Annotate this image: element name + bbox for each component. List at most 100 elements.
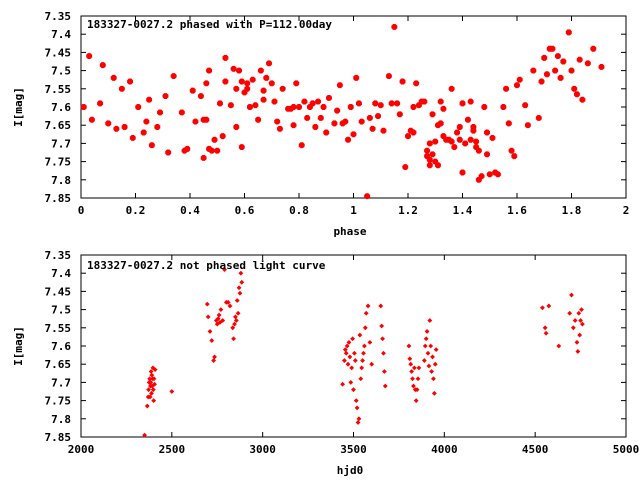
data-point (475, 147, 482, 154)
data-point (354, 405, 360, 411)
data-point (203, 80, 210, 87)
data-point (429, 111, 436, 118)
data-point (431, 390, 437, 396)
data-point (432, 138, 439, 145)
data-point (204, 301, 210, 307)
y-axis-ticks: 7.35 7.4 7.45 7.5 7.55 7.6 7.65 7.7 7.75 7.8 7.85 (45, 249, 626, 444)
data-point (473, 138, 480, 145)
data-points (142, 267, 585, 438)
data-point (514, 82, 520, 89)
data-point (99, 62, 106, 69)
data-points (80, 23, 605, 200)
data-point (575, 349, 581, 354)
data-point (296, 104, 302, 110)
data-point (309, 100, 316, 107)
x-axis-label: hjd0 (337, 464, 364, 477)
data-point (129, 134, 136, 141)
data-point (217, 100, 223, 107)
data-point (238, 270, 244, 276)
data-point (252, 102, 259, 109)
data-point (135, 104, 142, 110)
data-point (364, 193, 371, 200)
data-point (379, 323, 385, 329)
data-point (451, 144, 458, 150)
data-point (342, 118, 349, 125)
data-point (430, 354, 435, 360)
data-point (216, 312, 222, 318)
data-point (481, 104, 488, 110)
data-point (365, 303, 371, 309)
data-point (378, 303, 384, 309)
data-point (244, 80, 251, 87)
data-point (413, 80, 420, 87)
y-axis-ticks: 7.35 7.4 7.45 7.5 7.55 7.6 7.65 7.7 7.75 7.8 7.85 (45, 10, 626, 205)
x-tick-label: 0.8 (289, 204, 309, 217)
data-point (542, 325, 548, 331)
data-point (105, 120, 112, 127)
data-point (571, 85, 578, 92)
data-point (435, 162, 441, 169)
data-point (148, 142, 155, 149)
y-axis-label: I[mag] (12, 87, 25, 127)
chart-title: 183327-0027.2 not phased light curve (87, 259, 326, 272)
data-point (524, 122, 531, 129)
y-tick-label: 7.6 (51, 101, 71, 114)
y-tick-label: 7.85 (45, 192, 72, 205)
data-point (470, 127, 477, 134)
data-point (236, 285, 242, 291)
x-tick-label: 2500 (159, 443, 186, 456)
data-point (110, 74, 117, 81)
data-point (359, 365, 365, 371)
data-point (448, 138, 455, 145)
data-point (556, 343, 562, 349)
data-point (426, 156, 433, 163)
data-point (576, 310, 582, 316)
data-point (366, 114, 373, 121)
data-point (544, 71, 550, 78)
data-point (511, 153, 518, 160)
data-point (227, 102, 234, 109)
data-point (569, 292, 574, 298)
data-point (433, 347, 439, 353)
data-point (369, 125, 376, 132)
data-point (577, 332, 583, 338)
data-point (456, 124, 463, 130)
y-tick-label: 7.8 (51, 174, 71, 187)
data-point (97, 100, 104, 107)
data-point (427, 318, 433, 323)
data-point (484, 151, 490, 158)
data-point (233, 124, 240, 130)
data-point (255, 116, 262, 123)
data-point (266, 60, 272, 67)
data-point (459, 169, 466, 176)
x-tick-label: 0 (78, 204, 85, 217)
data-point (121, 124, 128, 130)
data-point (437, 120, 444, 127)
data-point (146, 96, 153, 103)
data-point (538, 78, 545, 85)
data-point (151, 398, 157, 403)
data-point (152, 381, 157, 387)
data-point (88, 116, 95, 123)
data-point (234, 298, 240, 303)
data-point (411, 383, 416, 389)
data-point (206, 67, 213, 74)
y-tick-label: 7.7 (51, 137, 71, 150)
data-point (290, 122, 297, 129)
data-point (113, 125, 120, 132)
data-point (151, 376, 157, 382)
data-point (362, 343, 367, 349)
x-tick-label: 1.6 (507, 204, 527, 217)
y-tick-label: 7.65 (45, 119, 72, 132)
y-tick-label: 7.45 (45, 285, 72, 298)
data-point (140, 129, 147, 136)
data-point (579, 96, 586, 103)
data-point (413, 398, 419, 403)
data-point (579, 307, 584, 312)
data-point (372, 100, 379, 107)
x-axis-ticks: 2000 2500 3000 3500 4000 4500 5000 (68, 255, 639, 456)
data-point (489, 134, 496, 141)
chart-title: 183327-0027.2 phased with P=112.00day (87, 18, 332, 31)
data-point (425, 350, 431, 356)
data-point (86, 53, 93, 59)
